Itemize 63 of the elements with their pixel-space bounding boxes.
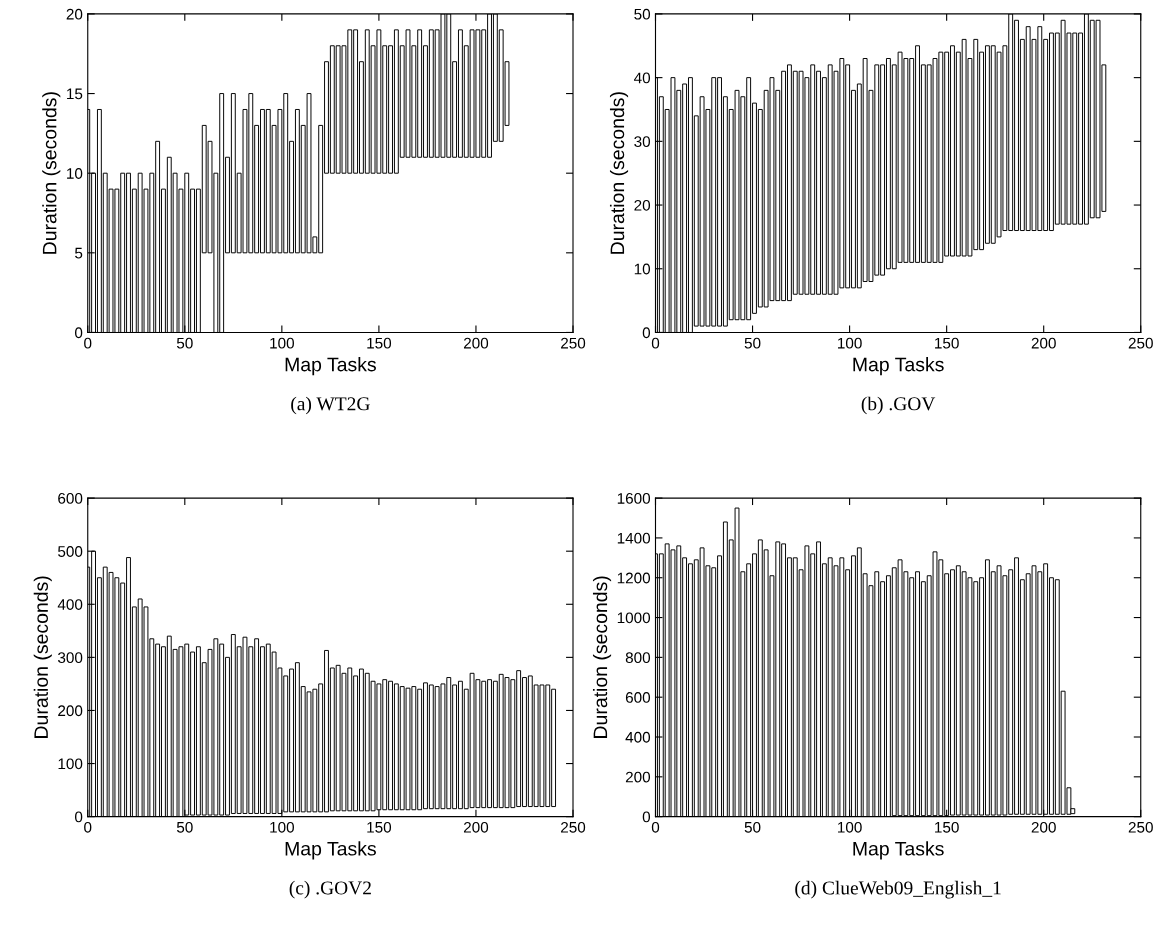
x-axis-title: Map Tasks bbox=[853, 841, 944, 860]
y-tick-label: 1200 bbox=[617, 572, 651, 584]
x-tick-label: 200 bbox=[1031, 337, 1056, 349]
x-tick-label: 250 bbox=[1128, 821, 1153, 833]
y-axis-title: Duration (seconds) bbox=[609, 92, 629, 254]
x-axis-title: Map Tasks bbox=[285, 841, 376, 860]
y-tick-label: 30 bbox=[634, 136, 651, 148]
y-tick-label: 200 bbox=[58, 705, 83, 717]
y-tick-label: 10 bbox=[67, 168, 83, 179]
x-tick-label: 0 bbox=[84, 821, 92, 833]
y-tick-label: 0 bbox=[642, 327, 651, 339]
y-tick-label: 20 bbox=[634, 199, 651, 211]
y-tick-label: 15 bbox=[67, 88, 83, 100]
y-tick-label: 0 bbox=[642, 811, 651, 823]
x-axis-title: Map Tasks bbox=[285, 357, 376, 376]
y-tick-label: 400 bbox=[625, 731, 651, 743]
y-tick-label: 0 bbox=[74, 327, 83, 339]
x-tick-label: 150 bbox=[367, 337, 392, 349]
y-tick-label: 10 bbox=[634, 263, 651, 275]
y-axis-title: Duration (seconds) bbox=[33, 576, 52, 738]
x-tick-label: 0 bbox=[651, 337, 660, 349]
x-tick-label: 100 bbox=[838, 821, 862, 833]
x-axis-title: Map Tasks bbox=[853, 357, 944, 376]
x-tick-label: 0 bbox=[84, 337, 92, 349]
y-tick-label: 800 bbox=[625, 652, 651, 664]
y-axis-title: Duration (seconds) bbox=[42, 92, 61, 254]
x-tick-label: 150 bbox=[367, 821, 392, 833]
x-tick-label: 50 bbox=[176, 821, 193, 833]
text: (d) ClueWeb09_English_1 bbox=[795, 880, 1001, 899]
x-tick-label: 100 bbox=[270, 337, 294, 349]
text: (a) WT2G bbox=[291, 396, 370, 415]
x-tick-label: 250 bbox=[561, 337, 586, 349]
y-tick-label: 50 bbox=[634, 8, 651, 20]
y-tick-label: 1600 bbox=[617, 492, 651, 504]
x-tick-label: 250 bbox=[561, 821, 586, 833]
y-tick-label: 1000 bbox=[617, 612, 651, 624]
y-tick-label: 600 bbox=[625, 692, 651, 703]
y-tick-label: 300 bbox=[57, 652, 83, 664]
x-tick-label: 250 bbox=[1128, 337, 1153, 349]
x-tick-label: 150 bbox=[935, 337, 959, 349]
x-tick-label: 150 bbox=[935, 821, 959, 833]
text: (c) .GOV2 bbox=[289, 880, 371, 899]
y-tick-label: 1400 bbox=[617, 532, 651, 544]
y-tick-label: 0 bbox=[74, 811, 83, 823]
y-tick-label: 500 bbox=[58, 546, 83, 557]
y-tick-label: 20 bbox=[66, 8, 83, 20]
x-tick-label: 200 bbox=[463, 337, 489, 349]
x-tick-label: 0 bbox=[651, 821, 660, 833]
x-tick-label: 50 bbox=[176, 337, 193, 349]
x-tick-label: 200 bbox=[463, 821, 489, 833]
y-tick-label: 600 bbox=[58, 492, 83, 504]
y-tick-label: 40 bbox=[633, 72, 651, 84]
x-tick-label: 50 bbox=[744, 337, 761, 349]
y-tick-label: 400 bbox=[57, 599, 83, 610]
text: (b) .GOV bbox=[861, 396, 936, 415]
y-tick-label: 200 bbox=[625, 771, 651, 783]
y-tick-label: 100 bbox=[58, 758, 83, 770]
y-axis-title: Duration (seconds) bbox=[592, 576, 612, 738]
y-tick-label: 5 bbox=[75, 247, 83, 259]
x-tick-label: 100 bbox=[270, 821, 294, 833]
x-tick-label: 200 bbox=[1031, 821, 1056, 833]
x-tick-label: 100 bbox=[838, 337, 862, 349]
x-tick-label: 50 bbox=[744, 821, 761, 833]
